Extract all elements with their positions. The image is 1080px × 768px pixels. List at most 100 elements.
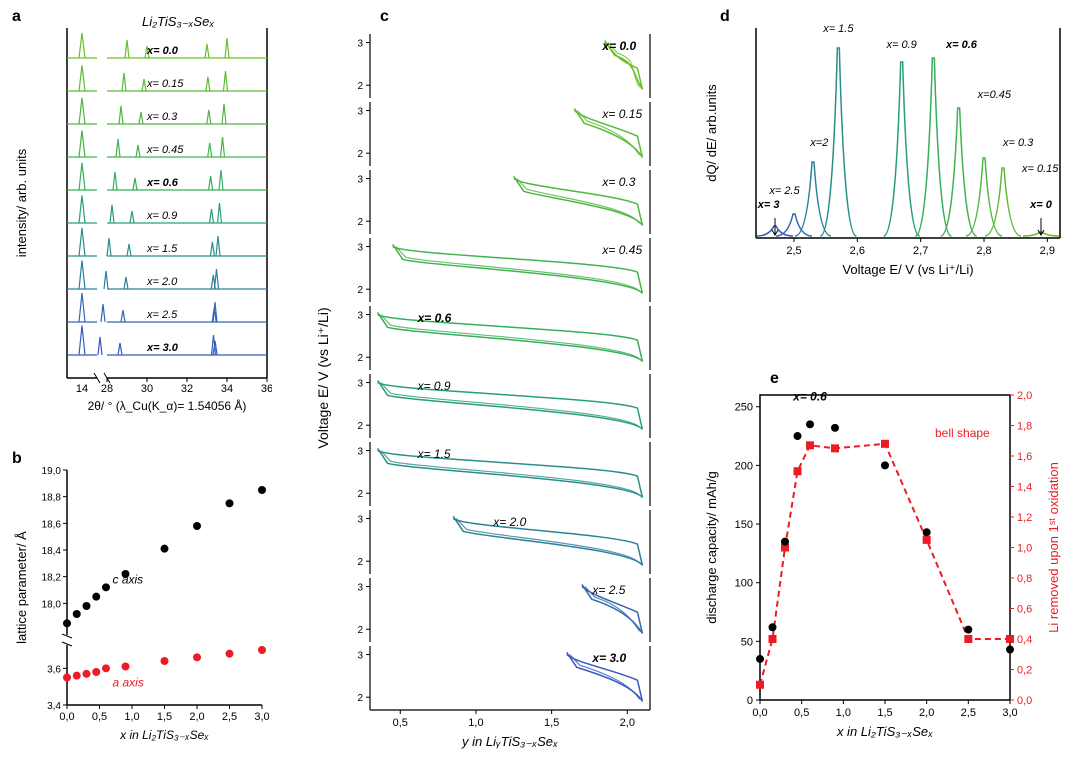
svg-text:x= 3.0: x= 3.0	[146, 342, 179, 354]
svg-text:19,0: 19,0	[42, 466, 62, 477]
svg-text:2: 2	[357, 625, 363, 636]
svg-text:x= 0.9: x= 0.9	[417, 379, 451, 393]
panel-a-label: a	[12, 8, 21, 26]
svg-text:x= 0.6: x= 0.6	[146, 177, 179, 189]
svg-text:x in Li₂TiS₃₋ₓSeₓ: x in Li₂TiS₃₋ₓSeₓ	[119, 728, 209, 742]
svg-text:2: 2	[357, 217, 363, 228]
svg-text:1,0: 1,0	[124, 711, 139, 723]
svg-text:discharge capacity/ mAh/g: discharge capacity/ mAh/g	[704, 471, 719, 623]
svg-text:2,5: 2,5	[222, 711, 237, 723]
svg-text:3,0: 3,0	[254, 711, 269, 723]
svg-text:0,0: 0,0	[752, 707, 767, 719]
svg-text:Li₂TiS₃₋ₓSeₓ: Li₂TiS₃₋ₓSeₓ	[142, 14, 214, 29]
svg-text:2,6: 2,6	[850, 245, 865, 257]
panel-a-svg: Li₂TiS₃₋ₓSeₓ intensity/ arb. units 14 28 30 3…	[12, 8, 272, 428]
svg-text:2θ/ ° (λ_Cu(K_α)= 1.54056 Å): 2θ/ ° (λ_Cu(K_α)= 1.54056 Å)	[88, 398, 247, 413]
svg-text:intensity/ arb. units: intensity/ arb. units	[14, 148, 29, 257]
svg-text:x=2: x=2	[809, 137, 828, 149]
svg-text:x= 0: x= 0	[1029, 199, 1053, 211]
svg-text:30: 30	[141, 383, 153, 395]
svg-text:1,6: 1,6	[1017, 451, 1032, 463]
svg-text:2: 2	[357, 81, 363, 92]
svg-text:c axis: c axis	[113, 572, 144, 586]
svg-text:x= 0.45: x= 0.45	[146, 144, 184, 156]
svg-text:x= 2.5: x= 2.5	[768, 185, 800, 197]
svg-text:lattice parameter/ Å: lattice parameter/ Å	[14, 531, 29, 644]
svg-text:2,9: 2,9	[1040, 245, 1055, 257]
svg-text:2,0: 2,0	[1017, 390, 1032, 402]
svg-text:x= 2.5: x= 2.5	[146, 309, 178, 321]
svg-text:100: 100	[735, 578, 753, 590]
svg-text:150: 150	[735, 519, 753, 531]
svg-text:x= 1.5: x= 1.5	[417, 447, 451, 461]
svg-text:x= 0.15: x= 0.15	[601, 107, 642, 121]
svg-text:1,2: 1,2	[1017, 512, 1032, 524]
svg-text:Voltage E/ V (vs Li⁺/Li): Voltage E/ V (vs Li⁺/Li)	[315, 307, 331, 448]
svg-text:250: 250	[735, 402, 753, 414]
svg-text:3: 3	[357, 515, 363, 526]
svg-text:18,8: 18,8	[42, 493, 62, 504]
svg-text:bell shape: bell shape	[935, 426, 990, 440]
svg-text:0,5: 0,5	[393, 717, 408, 729]
svg-text:2: 2	[357, 693, 363, 704]
svg-text:0,8: 0,8	[1017, 573, 1032, 585]
svg-text:2: 2	[357, 285, 363, 296]
svg-text:2,0: 2,0	[189, 711, 204, 723]
svg-text:0,2: 0,2	[1017, 665, 1032, 677]
svg-text:x= 0.0: x= 0.0	[601, 39, 636, 53]
panel-b-label: b	[12, 450, 22, 468]
svg-text:2,8: 2,8	[976, 245, 991, 257]
svg-text:x= 0.3: x= 0.3	[146, 111, 178, 123]
svg-text:x= 3: x= 3	[757, 199, 780, 211]
svg-text:2: 2	[357, 421, 363, 432]
svg-text:1,5: 1,5	[877, 707, 892, 719]
svg-text:2: 2	[357, 489, 363, 500]
svg-text:dQ/ dE/ arb.units: dQ/ dE/ arb.units	[704, 84, 719, 182]
svg-text:x= 0.9: x= 0.9	[146, 210, 177, 222]
svg-text:x= 2.0: x= 2.0	[492, 515, 526, 529]
svg-text:Li removed upon 1ˢᵗ oxidation: Li removed upon 1ˢᵗ oxidation	[1046, 462, 1061, 633]
svg-text:x= 0.6: x= 0.6	[945, 39, 978, 51]
svg-text:1,0: 1,0	[468, 717, 483, 729]
panel-e-label: e	[770, 370, 779, 388]
svg-text:1,8: 1,8	[1017, 421, 1032, 433]
svg-text:50: 50	[741, 636, 753, 648]
svg-text:0,4: 0,4	[1017, 634, 1032, 646]
svg-text:x= 0.0: x= 0.0	[146, 45, 179, 57]
svg-text:28: 28	[101, 383, 113, 395]
svg-text:1,4: 1,4	[1017, 482, 1032, 494]
svg-text:1,5: 1,5	[157, 711, 172, 723]
svg-text:2: 2	[357, 149, 363, 160]
svg-text:x= 3.0: x= 3.0	[591, 651, 626, 665]
svg-text:200: 200	[735, 460, 753, 472]
panel-e: e discharge capacity/ mAh/g Li removed up…	[700, 370, 1070, 750]
svg-text:2,5: 2,5	[786, 245, 801, 257]
svg-text:18,6: 18,6	[42, 519, 62, 530]
svg-text:2: 2	[357, 353, 363, 364]
panel-d-label: d	[720, 8, 730, 26]
panel-d-svg: dQ/ dE/ arb.units 2,5 2,6 2,7 2,8 2,9 Voltage …	[700, 8, 1070, 288]
svg-text:3,0: 3,0	[1002, 707, 1017, 719]
svg-text:x in Li₂TiS₃₋ₓSeₓ: x in Li₂TiS₃₋ₓSeₓ	[836, 724, 933, 739]
svg-text:18,2: 18,2	[42, 573, 62, 584]
svg-text:0,5: 0,5	[92, 711, 107, 723]
svg-text:Voltage E/ V (vs Li⁺/Li): Voltage E/ V (vs Li⁺/Li)	[842, 262, 973, 277]
svg-text:3: 3	[357, 379, 363, 390]
svg-text:x= 2.5: x= 2.5	[591, 583, 625, 597]
svg-text:x=0.45: x=0.45	[977, 89, 1012, 101]
svg-text:x= 0.6: x= 0.6	[417, 311, 452, 325]
svg-text:0: 0	[747, 695, 753, 707]
panel-b-svg: lattice parameter/ Å0,00,51,01,52,02,53,…	[12, 450, 272, 750]
svg-text:0,6: 0,6	[1017, 604, 1032, 616]
panel-a: a Li₂TiS₃₋ₓSeₓ intensity/ arb. units 14 28 3…	[12, 8, 272, 428]
svg-text:14: 14	[76, 383, 88, 395]
svg-text:3: 3	[357, 243, 363, 254]
svg-text:x= 0.9: x= 0.9	[886, 39, 917, 51]
svg-text:x= 1.5: x= 1.5	[822, 23, 854, 35]
svg-text:y in LiᵧTiS₃₋ₓSeₓ: y in LiᵧTiS₃₋ₓSeₓ	[461, 734, 558, 749]
svg-text:x= 0.6: x= 0.6	[792, 390, 827, 404]
svg-text:x= 0.15: x= 0.15	[1021, 163, 1059, 175]
svg-text:34: 34	[221, 383, 233, 395]
svg-text:2,5: 2,5	[961, 707, 976, 719]
svg-text:2,7: 2,7	[913, 245, 928, 257]
